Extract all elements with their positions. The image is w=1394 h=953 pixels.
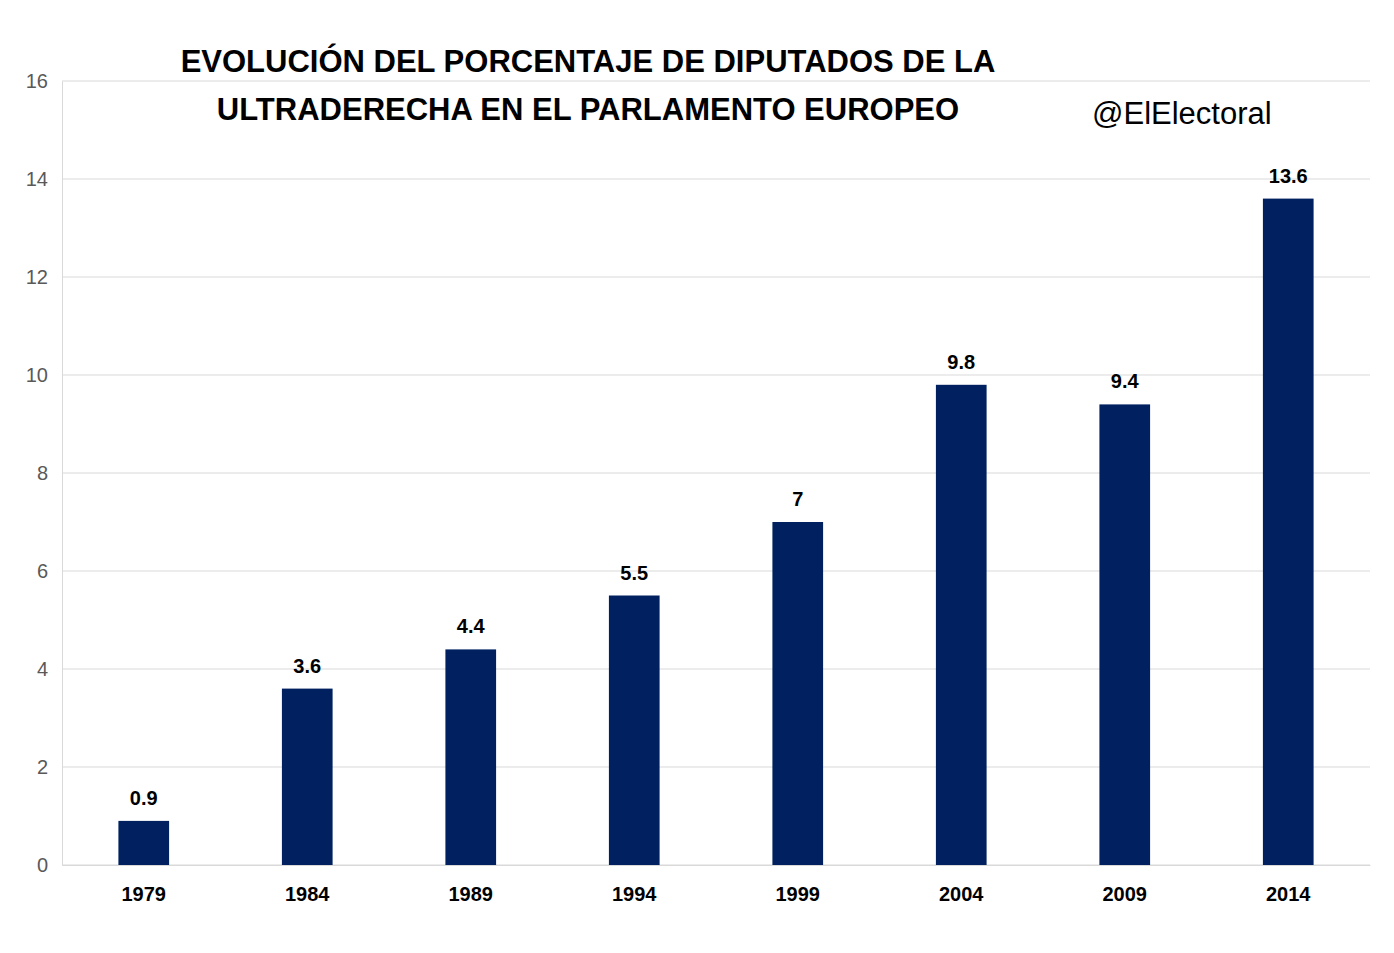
y-tick: 0 [37,854,62,876]
x-tick-label: 1979 [122,883,167,905]
y-tick: 12 [26,266,62,288]
y-tick-label: 8 [37,462,48,484]
grid-line [62,571,1370,572]
data-label: 4.4 [457,615,486,637]
title-line: EVOLUCIÓN DEL PORCENTAJE DE DIPUTADOS DE… [181,43,996,79]
y-tick-label: 10 [26,364,48,386]
x-tick-label: 1989 [449,883,494,905]
x-tick: 2014 [1266,865,1311,905]
bar [282,689,333,865]
x-tick-label: 1984 [285,883,330,905]
chart: 0 2 4 6 8 10 12 14 16 1979 1984 1989 1994 1999 2004 200… [0,0,1394,953]
grid-line [62,669,1370,670]
bar [1099,404,1150,865]
y-tick-label: 6 [37,560,48,582]
x-tick-label: 2004 [939,883,984,905]
grid-line [62,767,1370,768]
title: EVOLUCIÓN DEL PORCENTAJE DE DIPUTADOS DE… [181,43,996,127]
y-tick: 2 [37,756,62,778]
grid-line [62,865,1370,866]
y-tick-label: 0 [37,854,48,876]
data-labels: 0.9 3.6 4.4 5.5 7 9.8 9.4 13.6 [130,165,1308,809]
grid-line [62,179,1370,180]
title-line: ULTRADERECHA EN EL PARLAMENTO EUROPEO [217,92,959,127]
y-tick-label: 14 [26,168,48,190]
x-tick-label: 2014 [1266,883,1311,905]
y-tick: 8 [37,462,62,484]
x-tick-label: 2009 [1103,883,1148,905]
data-label: 9.8 [947,351,975,373]
bar [1263,199,1314,865]
data-label: 13.6 [1269,165,1308,187]
bar [772,522,823,865]
data-label: 3.6 [293,655,321,677]
x-tick: 1999 [776,865,821,905]
bar [118,821,169,865]
y-axis-line [62,82,63,866]
y-tick-label: 4 [37,658,48,680]
y-tick: 16 [26,70,62,92]
x-tick-label: 1994 [612,883,657,905]
bar [936,385,987,865]
grid [62,81,1370,865]
x-tick: 1979 [122,865,167,905]
bar [445,649,496,865]
x-tick: 2009 [1103,865,1148,905]
data-label: 9.4 [1111,370,1140,392]
y-axis: 0 2 4 6 8 10 12 14 16 [26,70,63,876]
x-tick: 1989 [449,865,494,905]
data-label: 0.9 [130,787,158,809]
annotation: @ElElectoral [1092,96,1272,131]
x-tick: 1994 [612,865,657,905]
bar [609,596,660,866]
grid-line [62,375,1370,376]
y-tick: 4 [37,658,62,680]
grid-line [62,473,1370,474]
grid-line [62,81,1370,82]
y-tick-label: 16 [26,70,48,92]
data-label: 5.5 [620,562,648,584]
y-tick: 14 [26,168,62,190]
x-tick-label: 1999 [776,883,821,905]
y-tick: 10 [26,364,62,386]
y-tick-label: 2 [37,756,48,778]
x-axis: 1979 1984 1989 1994 1999 2004 2009 2014 [63,865,1371,905]
data-label: 7 [792,488,803,510]
bars [118,199,1313,865]
x-tick: 2004 [939,865,984,905]
grid-line [62,277,1370,278]
x-tick: 1984 [285,865,330,905]
y-tick: 6 [37,560,62,582]
y-tick-label: 12 [26,266,48,288]
x-axis-line [63,865,1371,866]
annotations: @ElElectoral [1092,96,1272,131]
